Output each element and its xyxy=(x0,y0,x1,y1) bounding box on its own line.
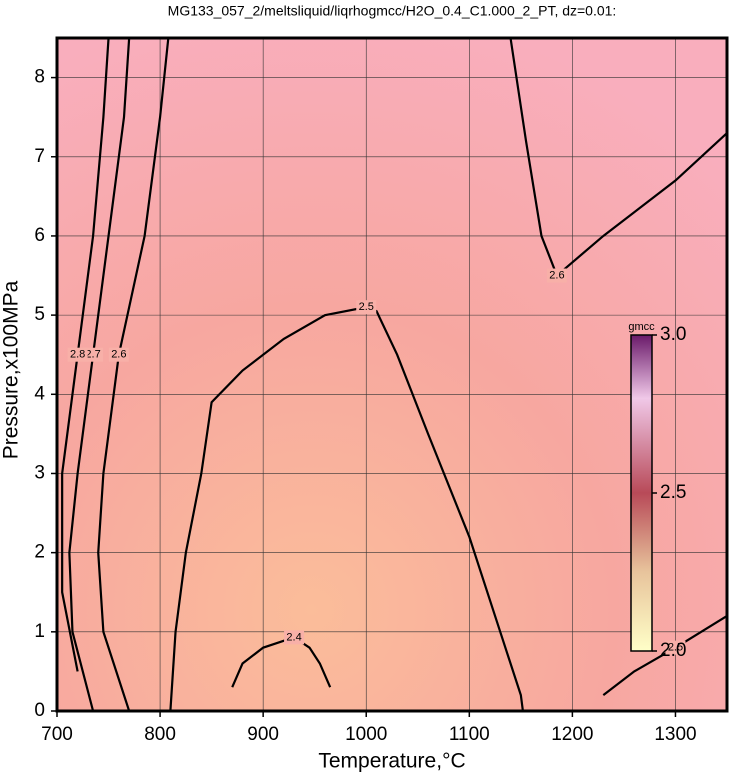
contour-label-bg xyxy=(284,630,305,645)
plot-frame xyxy=(55,36,729,713)
x-tick-label: 1200 xyxy=(551,724,593,745)
chart-title: MG133_057_2/meltsliquid/liqrhogmcc/H2O_0… xyxy=(168,3,617,19)
contour-label: 2.6 xyxy=(111,349,126,361)
contour-label: 2.4 xyxy=(286,631,301,643)
colorbar-tick-label: 2.5 xyxy=(660,482,686,503)
x-tick-label: 800 xyxy=(144,724,176,745)
x-tick-label: 1000 xyxy=(345,724,387,745)
colorbar-tick-label: 2.0 xyxy=(660,640,686,661)
y-axis-label: Pressure,x100MPa xyxy=(0,280,23,459)
contour-label-bg xyxy=(108,347,129,362)
y-tick-label: 4 xyxy=(34,383,45,404)
plot-background xyxy=(57,38,727,711)
x-tick-label: 900 xyxy=(247,724,279,745)
contour-label-bg xyxy=(356,300,377,315)
contour-line xyxy=(169,306,524,712)
contour-label: 2.6 xyxy=(549,269,564,281)
x-tick-label: 700 xyxy=(41,724,73,745)
colorbar-tick-label: 3.0 xyxy=(660,324,686,345)
y-tick-label: 7 xyxy=(34,146,45,167)
colorbar xyxy=(630,334,653,652)
y-tick-label: 2 xyxy=(34,542,45,563)
y-tick-label: 5 xyxy=(34,304,45,325)
x-axis-label: Temperature,°C xyxy=(318,750,465,773)
contour-label-bg xyxy=(83,347,104,362)
contour-line xyxy=(602,615,728,697)
colorbar-label: gmcc xyxy=(628,321,655,333)
contour-label-bg xyxy=(546,268,567,283)
contour-label: 2.7 xyxy=(85,349,100,361)
contour-label: 2.8 xyxy=(70,349,85,361)
contour-label: 2.5 xyxy=(359,301,374,313)
y-tick-label: 1 xyxy=(34,621,45,642)
contour-label-bg xyxy=(665,640,686,655)
x-tick-label: 1100 xyxy=(449,724,490,745)
contour-label-bg xyxy=(67,347,88,362)
y-tick-label: 8 xyxy=(34,67,45,88)
y-tick-label: 3 xyxy=(34,462,45,483)
x-tick-label: 1300 xyxy=(654,724,696,745)
y-tick-label: 0 xyxy=(34,700,45,721)
contour-label: 2.5 xyxy=(668,642,683,654)
y-tick-label: 6 xyxy=(34,225,45,246)
contour-line xyxy=(68,37,131,712)
contour-line xyxy=(97,37,170,712)
